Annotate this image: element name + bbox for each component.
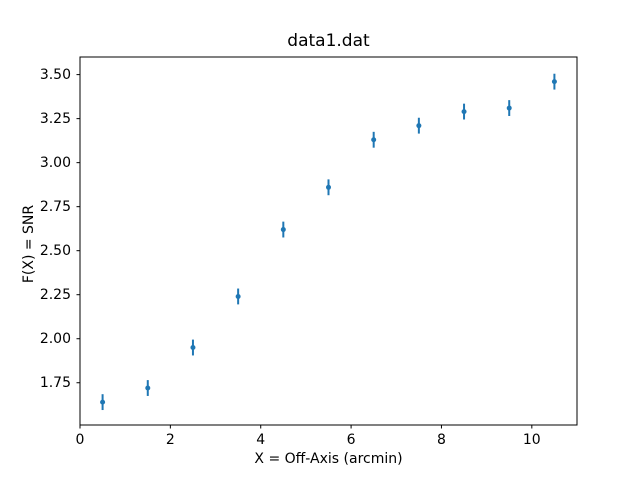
x-tick-label: 8	[437, 432, 446, 448]
x-tick-label: 4	[256, 432, 265, 448]
x-axis-label: X = Off-Axis (arcmin)	[254, 451, 403, 467]
data-point	[551, 79, 557, 85]
x-tick-label: 0	[76, 432, 85, 448]
data-point	[190, 345, 196, 351]
data-point	[461, 109, 467, 115]
data-point	[326, 184, 331, 190]
data-point	[235, 293, 241, 299]
x-tick-label: 10	[523, 432, 541, 448]
chart-title: data1.dat	[287, 31, 370, 51]
y-tick-label: 1.75	[40, 375, 71, 391]
data-point	[416, 123, 422, 129]
y-tick-label: 3.25	[40, 111, 71, 127]
y-tick-label: 2.75	[40, 199, 71, 215]
data-point	[145, 385, 151, 391]
x-tick-label: 6	[347, 432, 356, 448]
data-point	[371, 137, 377, 143]
data-point	[506, 105, 512, 111]
y-tick-label: 3.50	[40, 67, 71, 83]
y-tick-label: 3.00	[40, 155, 71, 171]
y-tick-label: 2.25	[40, 287, 71, 303]
y-tick-label: 2.50	[40, 243, 71, 259]
y-tick-label: 2.00	[40, 331, 71, 347]
data-point	[280, 227, 286, 233]
data-point	[100, 399, 106, 405]
plot-frame	[79, 56, 578, 426]
x-tick-label: 2	[166, 432, 175, 448]
